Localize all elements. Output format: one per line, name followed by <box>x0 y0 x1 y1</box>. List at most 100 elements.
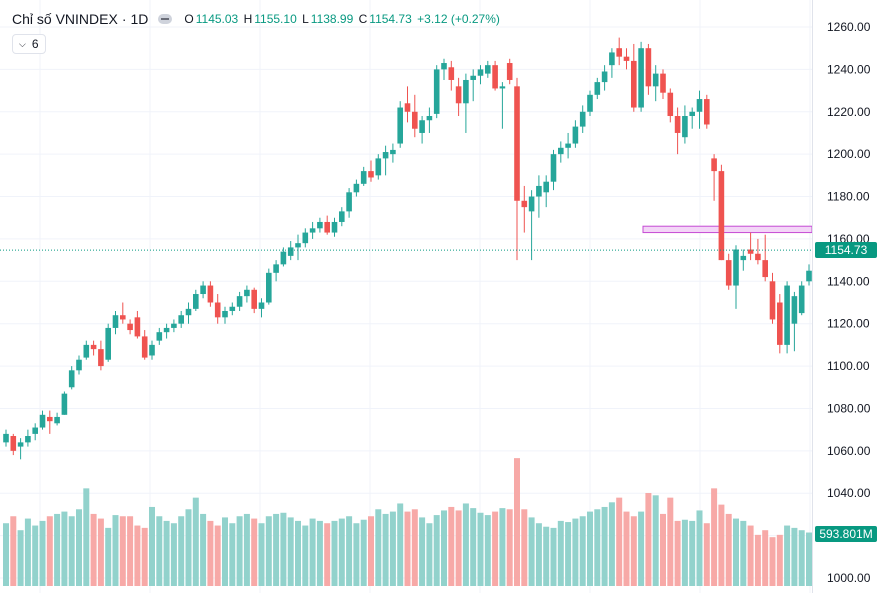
volume-bar <box>214 525 221 586</box>
volume-bar <box>163 520 170 586</box>
candle-body <box>83 344 90 358</box>
candle-body <box>3 433 9 443</box>
volume-bar <box>251 518 258 586</box>
volume-bar <box>754 534 761 586</box>
candle-body <box>105 327 111 360</box>
volume-bar <box>426 523 433 586</box>
candle-body <box>762 260 768 278</box>
candle-body <box>404 103 411 112</box>
candle-body <box>587 94 593 112</box>
candle-body <box>755 253 761 261</box>
candle-body <box>156 332 163 341</box>
volume-bar <box>601 506 608 586</box>
volume-bar <box>192 497 199 586</box>
candle-body <box>477 69 484 76</box>
volume-bar <box>375 509 382 586</box>
candle-body <box>747 249 754 254</box>
candle-body <box>68 370 75 388</box>
candle-body <box>448 67 455 80</box>
volume-bar <box>557 520 564 586</box>
price-tick-label: 1000.00 <box>827 571 871 585</box>
candle-body <box>120 315 126 320</box>
volume-bar <box>798 530 805 586</box>
candle-body <box>273 264 279 273</box>
volume-bar <box>170 523 177 586</box>
volume-bar <box>368 516 374 586</box>
symbol-title[interactable]: Chỉ số VNINDEX <box>12 11 118 27</box>
price-tick-label: 1080.00 <box>827 401 871 415</box>
volume-bar <box>514 458 520 586</box>
candle-body <box>251 289 257 309</box>
volume-bar <box>776 534 783 586</box>
candle-body <box>433 69 440 114</box>
candle-body <box>339 211 345 222</box>
candle-body <box>368 171 374 178</box>
indicator-collapse-button[interactable]: ⌵ 6 <box>12 34 46 54</box>
volume-bar <box>594 509 601 586</box>
change-value: +3.12 (+0.27%) <box>417 12 500 26</box>
candle-body <box>550 154 557 182</box>
highlight-zone <box>642 225 813 234</box>
candle-body <box>806 270 812 282</box>
candle-body <box>390 149 396 155</box>
candle-body <box>302 232 309 244</box>
ohlc-values: O 1145.03 H 1155.10 L 1138.99 C 1154.73 +3.1… <box>184 12 501 26</box>
legend-separator: · <box>121 11 127 27</box>
candle-body <box>682 116 688 138</box>
volume-bar <box>579 516 586 586</box>
candle-body <box>631 60 637 108</box>
volume-bar <box>608 502 615 586</box>
open-value: 1145.03 <box>195 12 239 26</box>
candle-body <box>112 315 119 328</box>
volume-bar <box>652 495 659 586</box>
candle-body <box>470 75 476 80</box>
volume-bar <box>470 508 477 586</box>
candle-body <box>258 302 265 309</box>
candle-body <box>674 116 681 133</box>
volume-bar <box>280 512 287 586</box>
candle-body <box>441 63 447 70</box>
candle-body <box>725 260 732 286</box>
volume-bar <box>550 527 557 586</box>
highlight-zone-rect <box>642 225 813 234</box>
close-key: C <box>358 12 368 26</box>
volume-bar <box>149 506 155 586</box>
candle-body <box>287 247 294 256</box>
candle-body <box>185 308 192 316</box>
volume-bar <box>10 516 17 586</box>
candle-body <box>485 65 491 74</box>
volume-bar <box>492 511 499 586</box>
volume-bar <box>441 510 447 586</box>
volume-bar <box>565 522 572 586</box>
price-tick-label: 1260.00 <box>827 20 871 34</box>
candle-body <box>397 107 403 144</box>
price-tick-label: 1040.00 <box>827 486 871 500</box>
candle-body <box>718 171 725 261</box>
candle-body <box>616 48 622 57</box>
candle-body <box>207 285 214 303</box>
volume-bar <box>302 525 309 586</box>
candle-body <box>704 99 710 125</box>
candle-body <box>375 158 382 176</box>
candle-body <box>236 296 243 307</box>
volume-bar <box>681 519 688 586</box>
hide-legend-icon[interactable] <box>158 14 173 24</box>
volume-bar <box>316 520 323 586</box>
volume-bar <box>499 508 506 586</box>
volume-bar <box>353 523 360 586</box>
volume-bar <box>433 515 440 586</box>
volume-bar <box>265 516 272 586</box>
volume-bar <box>689 520 696 586</box>
candle-body <box>171 323 177 328</box>
volume-bar <box>528 517 535 586</box>
candle-body <box>90 344 97 350</box>
volume-bar <box>806 532 812 586</box>
interval-label[interactable]: 1D <box>130 11 149 27</box>
candle-body <box>419 120 425 133</box>
candle-body <box>193 294 199 309</box>
volume-bar <box>273 513 280 586</box>
volume-bar <box>762 530 769 586</box>
candle-body <box>521 200 528 208</box>
candle-body <box>134 317 141 337</box>
